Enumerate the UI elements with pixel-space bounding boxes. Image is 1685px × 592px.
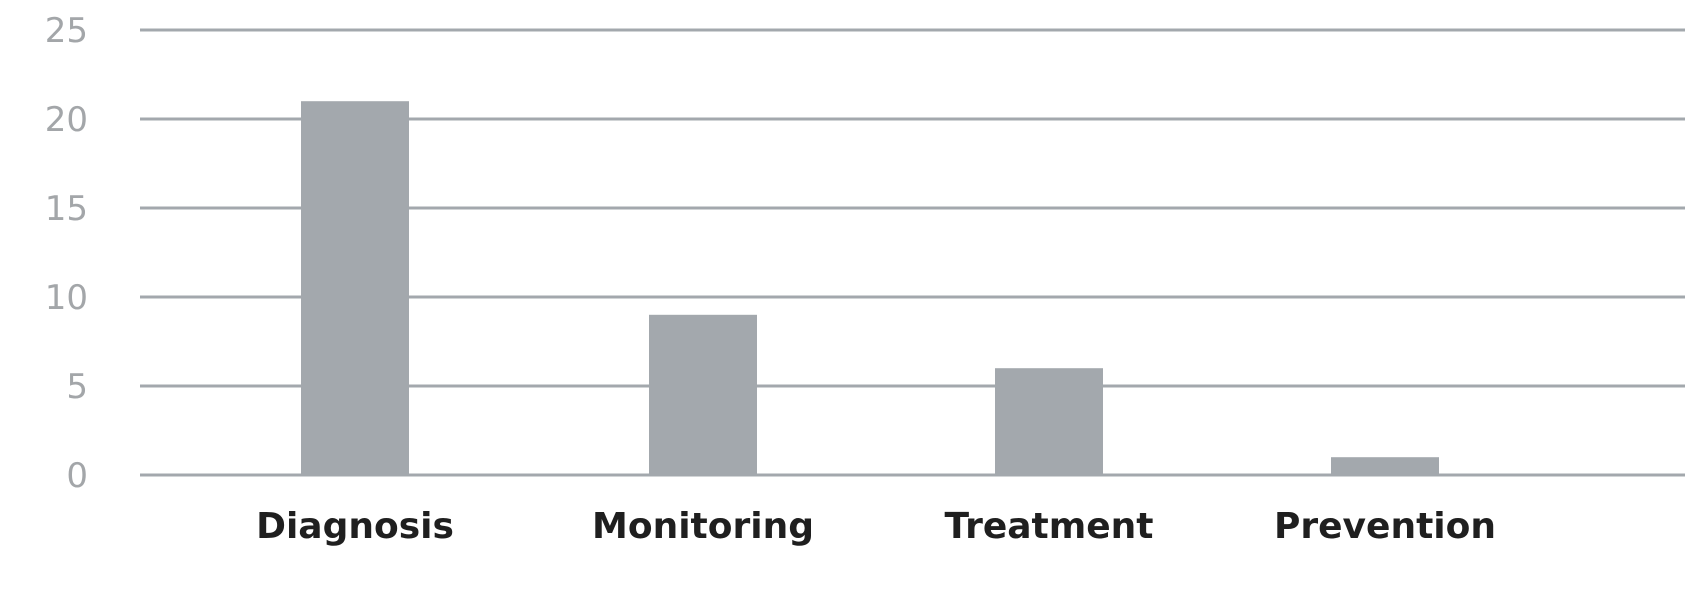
y-tick-label-10: 10 [45,278,88,318]
bar-diagnosis [301,101,409,475]
y-tick-label-5: 5 [66,367,88,407]
x-tick-label-monitoring: Monitoring [592,506,814,547]
y-tick-label-20: 20 [45,100,88,140]
x-tick-label-prevention: Prevention [1274,506,1496,547]
bar-monitoring [649,314,757,475]
bar-prevention [1331,457,1439,475]
x-tick-label-treatment: Treatment [944,506,1153,547]
bars [301,101,1439,475]
y-tick-label-0: 0 [66,456,88,496]
y-tick-label-15: 15 [45,189,88,229]
y-axis-tick-labels: 0 5 10 15 20 25 [45,11,88,496]
bar-treatment [995,368,1103,475]
y-tick-label-25: 25 [45,11,88,51]
x-tick-label-diagnosis: Diagnosis [256,506,454,547]
x-axis-tick-labels: Diagnosis Monitoring Treatment Prevention [256,506,1496,547]
